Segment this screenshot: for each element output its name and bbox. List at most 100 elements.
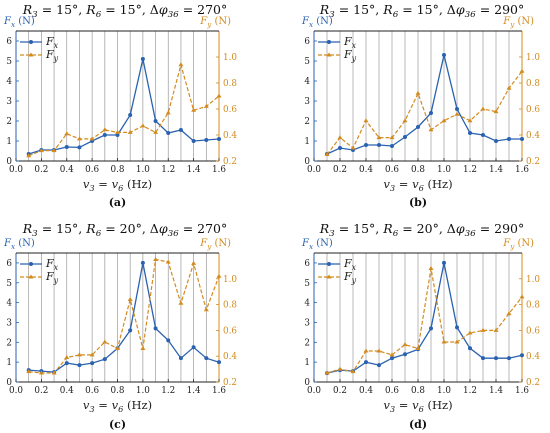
fy-data-point (428, 265, 434, 270)
fx-data-point (377, 363, 381, 368)
fx-data-point (468, 131, 472, 135)
x-axis-label: v3 = v6 (Hz) (83, 177, 152, 193)
x-tick-label: 1.6 (212, 386, 226, 396)
fy-data-point (350, 145, 356, 150)
y-left-tick-label: 5 (304, 57, 310, 67)
y-left-tick-label: 6 (6, 259, 12, 269)
fy-data-point (64, 354, 70, 359)
x-tick-label: 0.0 (9, 386, 23, 396)
x-tick-label: 0.2 (333, 165, 347, 175)
fx-data-point (403, 352, 407, 357)
fy-data-point (203, 103, 209, 108)
y-right-tick-label: 0.2 (223, 157, 237, 167)
x-tick-label: 1.4 (489, 165, 503, 175)
x-tick-label: 0.8 (111, 386, 125, 396)
fy-data-point (324, 370, 330, 375)
x-axis-label: v3 = v6 (Hz) (83, 398, 152, 414)
fx-data-point (191, 345, 196, 350)
y-left-tick-label: 0 (6, 157, 12, 167)
x-tick-label: 1.4 (187, 165, 201, 175)
y-left-tick-label: 5 (6, 279, 12, 289)
fy-data-point (389, 352, 395, 357)
legend-fx-marker (327, 262, 331, 266)
fy-data-point (115, 129, 120, 134)
x-tick-label: 0.4 (60, 386, 74, 396)
y-right-tick-label: 0.6 (526, 326, 540, 336)
fx-data-point (77, 145, 82, 150)
legend-fy-label: Fy (343, 48, 357, 63)
y-right-tick-label: 1.0 (526, 53, 540, 63)
x-tick-label: 1.6 (515, 386, 529, 396)
fy-data-point (376, 135, 382, 140)
y-left-tick-label: 1 (6, 358, 12, 368)
fx-data-point (64, 361, 69, 366)
fx-data-point (204, 138, 209, 142)
y-right-tick-label: 0.6 (223, 326, 237, 336)
fx-data-point (166, 338, 171, 343)
fy-data-point (389, 135, 395, 140)
legend-fy-label: Fy (45, 48, 59, 63)
y-right-tick-label: 0.2 (526, 157, 540, 167)
y-right-tick-label: 0.8 (526, 79, 540, 89)
legend-fy-label: Fy (343, 270, 357, 285)
fy-data-point (191, 107, 197, 112)
fx-data-point (128, 328, 133, 333)
y-left-tick-label: 4 (6, 299, 12, 309)
chart-panel: R3 = 15°, R6 = 15°, Δφ36 = 270° 0.0 0.2 0.4… (3, 2, 237, 209)
fy-data-point (441, 339, 447, 344)
y-left-tick-label: 2 (6, 117, 12, 127)
fy-data-point (26, 153, 32, 158)
x-tick-label: 0.0 (9, 165, 23, 175)
y-right-label: Fy (N) (199, 16, 231, 29)
legend-fx-label: Fx (343, 257, 357, 272)
y-left-tick-label: 1 (304, 137, 310, 147)
fx-data-point (481, 356, 485, 361)
y-left-tick-label: 6 (6, 37, 12, 47)
fy-data-point (140, 123, 146, 128)
fy-data-point (454, 339, 460, 344)
y-right-tick-label: 0.6 (223, 105, 237, 115)
fy-data-point (165, 110, 171, 115)
fx-data-point (364, 143, 368, 147)
fy-data-point (153, 256, 159, 261)
fy-data-point (350, 369, 356, 374)
legend-fx-marker (327, 40, 331, 44)
fx-data-point (416, 125, 420, 129)
fx-data-point (390, 144, 394, 148)
fx-data-point (494, 139, 498, 143)
fx-data-point (442, 53, 446, 57)
y-right-tick-label: 0.6 (526, 105, 540, 115)
fx-data-point (153, 119, 158, 123)
fy-data-point (51, 148, 57, 153)
legend-fx-label: Fx (45, 257, 59, 272)
fx-data-point (364, 360, 368, 365)
y-right-tick-label: 0.4 (526, 352, 540, 362)
y-right-tick-label: 0.4 (223, 352, 237, 362)
fx-data-point (90, 361, 95, 366)
y-left-label: Fx (N) (301, 238, 333, 251)
fx-series-line (28, 58, 220, 155)
y-left-tick-label: 0 (304, 157, 310, 167)
fy-data-point (519, 68, 525, 73)
x-axis-label: v3 = v6 (Hz) (383, 177, 452, 193)
chart-panel: R3 = 15°, R6 = 15°, Δφ36 = 290° 0.0 0.2 0.4… (301, 2, 540, 209)
legend-fx-marker (29, 40, 33, 44)
fy-series-line (28, 258, 220, 374)
fx-data-point (140, 260, 145, 265)
fy-data-point (415, 90, 421, 95)
y-left-label: Fx (N) (301, 16, 333, 29)
y-left-tick-label: 0 (6, 378, 12, 388)
fy-data-point (89, 136, 95, 141)
y-left-tick-label: 1 (304, 358, 310, 368)
x-tick-label: 0.8 (411, 386, 425, 396)
x-tick-label: 0.8 (111, 165, 125, 175)
chart-title: R3 = 15°, R6 = 15°, Δφ36 = 290° (319, 2, 525, 20)
chart-title: R3 = 15°, R6 = 20°, Δφ36 = 270° (22, 221, 228, 239)
fy-data-point (324, 152, 330, 156)
x-tick-label: 1.2 (463, 165, 477, 175)
fy-data-point (76, 352, 82, 357)
fx-data-point (153, 326, 158, 331)
y-left-tick-label: 2 (304, 338, 310, 348)
fy-data-point (38, 370, 44, 375)
x-tick-label: 1.2 (161, 386, 175, 396)
